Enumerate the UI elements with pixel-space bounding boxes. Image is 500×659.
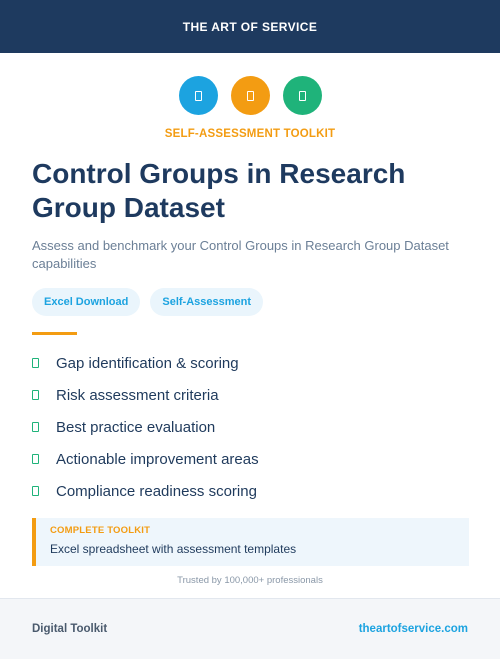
toolkit-callout: COMPLETE TOOLKIT Excel spreadsheet with …	[32, 518, 469, 566]
check-icon	[32, 390, 39, 400]
list-item: Best practice evaluation	[32, 411, 472, 443]
page-subtitle: Assess and benchmark your Control Groups…	[32, 238, 449, 271]
trust-note: Trusted by 100,000+ professionals	[177, 575, 323, 586]
list-item: Actionable improvement areas	[32, 443, 472, 475]
callout-text: Excel spreadsheet with assessment templa…	[50, 542, 297, 556]
footer-bar: Digital Toolkit theartofservice.com	[0, 598, 500, 659]
document-icon	[230, 76, 270, 115]
header-bar: THE ART OF SERVICE	[0, 0, 500, 53]
feature-label: Best practice evaluation	[56, 418, 216, 436]
callout-label: COMPLETE TOOLKIT	[50, 525, 151, 536]
list-item: Gap identification & scoring	[32, 347, 472, 379]
page-title: Control Groups in Research Group Dataset	[32, 158, 406, 223]
document-icon	[178, 76, 218, 115]
accent-divider	[32, 332, 77, 335]
document-icon	[282, 76, 322, 115]
check-icon	[32, 454, 39, 464]
check-icon	[32, 422, 39, 432]
check-icon	[32, 486, 39, 496]
feature-label: Gap identification & scoring	[56, 354, 239, 372]
footer-label: Digital Toolkit	[32, 623, 108, 635]
feature-label: Risk assessment criteria	[56, 386, 219, 404]
kicker-label: SELF-ASSESSMENT TOOLKIT	[164, 128, 336, 140]
check-icon	[32, 358, 39, 368]
feature-label: Actionable improvement areas	[56, 450, 259, 468]
badge-row: Excel Download Self-Assessment	[32, 288, 264, 316]
brand-name: THE ART OF SERVICE	[182, 19, 318, 34]
website-link[interactable]: theartofservice.com	[358, 623, 468, 635]
badge-excel-download: Excel Download	[32, 288, 141, 316]
badge-self-assessment: Self-Assessment	[150, 288, 264, 316]
icon-row	[0, 76, 500, 115]
feature-label: Compliance readiness scoring	[56, 482, 257, 500]
list-item: Risk assessment criteria	[32, 379, 472, 411]
feature-list: Gap identification & scoring Risk assess…	[32, 347, 472, 507]
list-item: Compliance readiness scoring	[32, 475, 472, 507]
